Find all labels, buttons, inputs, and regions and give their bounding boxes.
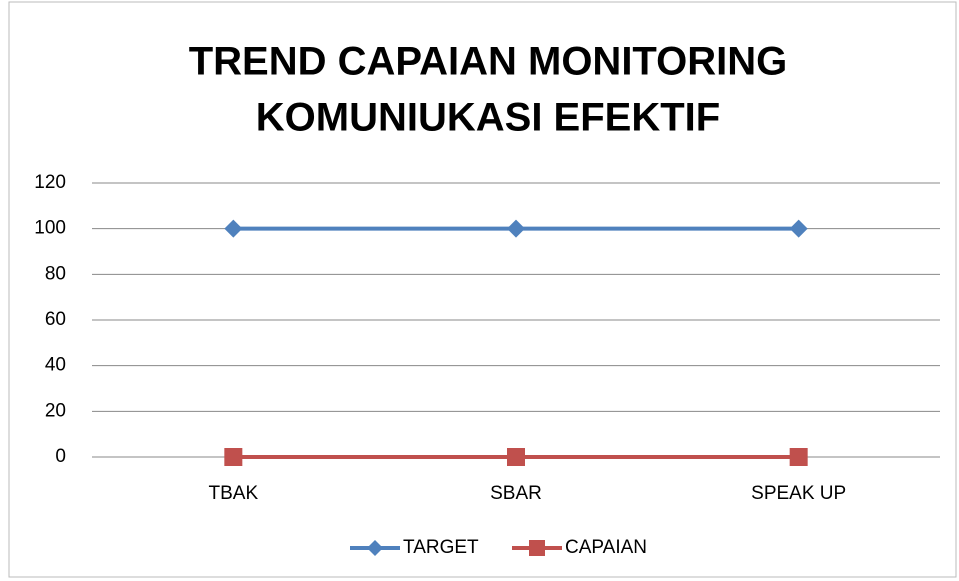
y-tick-label: 80 — [45, 263, 66, 284]
marker — [789, 219, 808, 238]
chart-title: KOMUNIUKASI EFEKTIF — [256, 96, 720, 140]
marker — [224, 448, 243, 466]
chart-title: TREND CAPAIAN MONITORING — [189, 40, 788, 84]
legend-marker — [367, 540, 383, 556]
legend-marker — [529, 540, 545, 556]
x-tick-label: SBAR — [490, 483, 542, 504]
marker — [507, 219, 525, 238]
y-tick-label: 120 — [34, 172, 66, 193]
y-tick-label: 60 — [45, 309, 66, 330]
marker — [789, 448, 808, 466]
y-tick-label: 100 — [34, 218, 66, 239]
legend-label: TARGET — [403, 537, 479, 558]
y-tick-label: 0 — [55, 446, 66, 467]
x-tick-label: TBAK — [209, 483, 259, 504]
y-tick-label: 20 — [45, 400, 66, 421]
marker — [507, 448, 525, 466]
chart-frame — [8, 1, 957, 578]
marker — [224, 219, 243, 238]
legend-label: CAPAIAN — [565, 537, 647, 558]
y-tick-label: 40 — [45, 355, 66, 376]
x-tick-label: SPEAK UP — [751, 483, 846, 504]
